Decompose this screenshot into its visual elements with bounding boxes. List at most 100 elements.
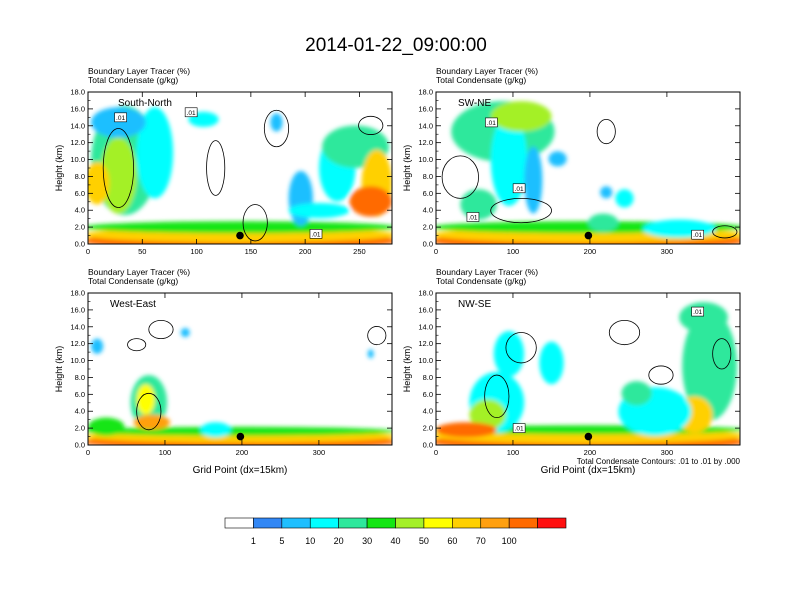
condensate-contour — [263, 109, 290, 148]
y-tick-label: 0.0 — [423, 441, 433, 450]
panel-title-line: Boundary Layer Tracer (%) — [88, 267, 190, 277]
tracer-blob — [136, 107, 174, 199]
panel-title-line: Boundary Layer Tracer (%) — [436, 267, 538, 277]
contour-label: .01 — [691, 306, 704, 317]
condensate-contour — [358, 115, 384, 135]
panel-title-line: Boundary Layer Tracer (%) — [436, 66, 538, 76]
y-tick-label: 14.0 — [70, 121, 85, 130]
panels: 0.0 2.0 4.0 6.0 8.0 10.0 12.0 14.0 16.0 18.0 0 50 10… — [54, 66, 741, 476]
cross-section-label: NW-SE — [458, 299, 491, 310]
cross-section-label: South-North — [118, 98, 172, 109]
x-tick-label: 200 — [236, 448, 249, 457]
contour-label: .01 — [184, 107, 198, 118]
y-tick-label: 4.0 — [423, 407, 433, 416]
colorbar-swatch — [508, 517, 538, 529]
y-tick-label: 16.0 — [70, 305, 85, 314]
colorbar-swatch — [537, 517, 567, 529]
y-tick-label: 18.0 — [418, 88, 433, 97]
y-axis-label: Height (km) — [54, 346, 64, 393]
y-tick-label: 4.0 — [423, 206, 433, 215]
tracer-field — [88, 293, 392, 445]
tracer-blob — [493, 331, 525, 377]
tracer-blob — [436, 422, 497, 438]
colorbar: 1 5 10 20 30 40 50 60 70 100 — [224, 517, 567, 546]
y-tick-label: 2.0 — [423, 424, 433, 433]
tracer-blob — [367, 349, 374, 359]
y-tick-label: 0.0 — [75, 441, 85, 450]
condensate-contour — [127, 338, 147, 352]
colorbar-label: 20 — [334, 536, 344, 546]
contour-label-text: .01 — [693, 232, 702, 239]
colorbar-swatch — [309, 517, 339, 529]
tracer-field — [88, 92, 392, 244]
y-tick-label: 0.0 — [423, 240, 433, 249]
panel-title-line: Total Condensate (g/kg) — [436, 276, 526, 286]
colorbar-label: 60 — [447, 536, 457, 546]
condensate-contour — [648, 365, 674, 385]
colorbar-label: 70 — [476, 536, 486, 546]
y-tick-label: 10.0 — [418, 356, 433, 365]
y-tick-label: 18.0 — [70, 88, 85, 97]
colorbar-swatch — [253, 517, 283, 529]
condensate-contour — [712, 338, 732, 370]
panel-2: 0.0 2.0 4.0 6.0 8.0 10.0 12.0 14.0 16.0 18.0 0 100 2… — [402, 66, 741, 256]
x-tick-label: 200 — [299, 247, 312, 256]
x-tick-label: 100 — [190, 247, 203, 256]
tracer-blob — [615, 189, 634, 208]
x-axis-label: Grid Point (dx=15km) — [193, 465, 288, 476]
tracer-blob — [88, 221, 392, 234]
location-marker — [584, 432, 593, 441]
x-tick-label: 0 — [434, 247, 438, 256]
tracer-blob — [349, 186, 392, 217]
x-tick-label: 250 — [353, 247, 366, 256]
x-tick-label: 0 — [434, 448, 438, 457]
tracer-blob — [200, 422, 231, 438]
tracer-blob — [136, 384, 155, 415]
contour-label-text: .01 — [515, 186, 524, 193]
tracer-blob — [460, 189, 497, 220]
contour-label-text: .01 — [116, 115, 125, 122]
x-tick-label: 200 — [584, 247, 597, 256]
colorbar-label: 1 — [251, 536, 256, 546]
y-tick-label: 18.0 — [70, 289, 85, 298]
tracer-blob — [642, 219, 716, 238]
cross-section-label: West-East — [110, 299, 156, 310]
panel-title-line: Total Condensate (g/kg) — [88, 75, 178, 85]
contour-label-text: .01 — [187, 110, 196, 117]
x-tick-label: 100 — [507, 247, 520, 256]
y-tick-label: 10.0 — [70, 155, 85, 164]
contour-label: .01 — [114, 112, 127, 123]
colorbar-label: 100 — [502, 536, 517, 546]
y-axis-label: Height (km) — [54, 145, 64, 192]
tracer-field — [436, 92, 740, 244]
y-tick-label: 10.0 — [70, 356, 85, 365]
y-tick-label: 8.0 — [423, 172, 433, 181]
colorbar-swatch — [338, 517, 368, 529]
contour-label: .01 — [512, 423, 526, 433]
tracer-blob — [679, 302, 728, 333]
panel-title-line: Total Condensate (g/kg) — [88, 276, 178, 286]
contour-label: .01 — [512, 183, 526, 194]
condensate-contour — [102, 128, 135, 208]
tracer-blob — [288, 202, 350, 219]
contour-label-text: .01 — [468, 214, 477, 221]
tracer-blob — [91, 338, 104, 354]
condensate-contour — [367, 326, 387, 346]
colorbar-label: 40 — [390, 536, 400, 546]
y-tick-label: 16.0 — [418, 104, 433, 113]
tracer-blob — [524, 146, 543, 214]
y-tick-label: 8.0 — [423, 373, 433, 382]
x-tick-label: 300 — [661, 247, 674, 256]
condensate-contour — [596, 118, 616, 145]
y-tick-label: 2.0 — [423, 223, 433, 232]
contour-label: .01 — [691, 229, 704, 240]
tracer-blob — [88, 426, 392, 436]
y-tick-label: 4.0 — [75, 407, 85, 416]
y-tick-label: 18.0 — [418, 289, 433, 298]
colorbar-swatch — [452, 517, 482, 529]
y-tick-label: 6.0 — [75, 390, 85, 399]
y-tick-label: 2.0 — [75, 424, 85, 433]
y-tick-label: 16.0 — [418, 305, 433, 314]
condensate-contour — [505, 332, 537, 364]
